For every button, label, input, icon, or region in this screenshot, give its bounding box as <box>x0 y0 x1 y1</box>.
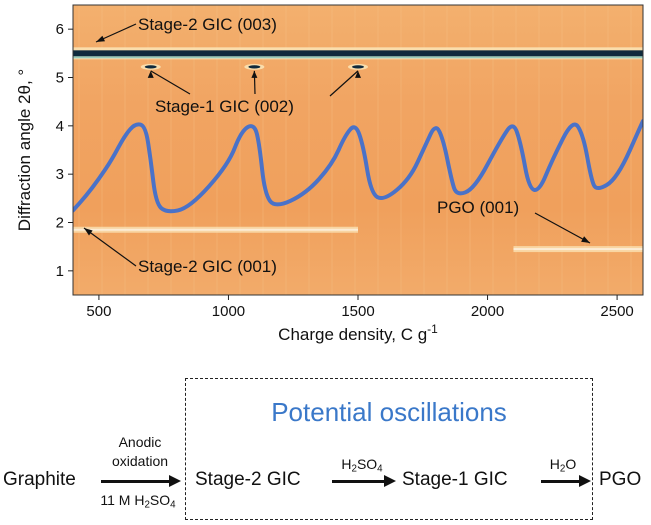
reaction-scheme: Potential oscillations Graphite Anodic o… <box>0 360 651 525</box>
step1-label-mid: oxidation <box>111 453 169 469</box>
x-tick-label: 1000 <box>212 303 245 320</box>
y-tick-label: 1 <box>56 263 64 280</box>
spot-1 <box>248 65 261 69</box>
arrow-3 <box>541 475 591 487</box>
step1-label-top: Anodic <box>118 434 162 450</box>
potential-trace <box>73 119 643 214</box>
node-graphite: Graphite <box>3 469 76 490</box>
x-tick-label: 500 <box>86 303 111 320</box>
arrow-2 <box>332 475 396 487</box>
arrow-1 <box>101 475 181 487</box>
xrd-chart: 500 1000 1500 2000 2500 1 2 3 4 5 6 Charge density,… <box>15 4 644 344</box>
annotation-arrowhead-1-0 <box>147 70 154 78</box>
annotation-label-3: Stage-2 GIC (001) <box>138 257 277 276</box>
step1-label-bottom: 11 M H2SO4 <box>100 492 176 511</box>
band-edge-0 <box>73 56 643 59</box>
axes: 500 1000 1500 2000 2500 1 2 3 4 5 6 Charge density,… <box>15 4 644 344</box>
heatmap-layer <box>73 5 643 295</box>
node-pgo: PGO <box>599 469 642 490</box>
annotation-label-0: Stage-2 GIC (003) <box>138 15 277 34</box>
node-stage1-gic: Stage-1 GIC <box>402 469 508 490</box>
plot-area <box>73 5 643 295</box>
y-tick-label: 5 <box>56 70 64 87</box>
annotation-arrowhead-1-1 <box>251 70 258 78</box>
x-tick-label: 1500 <box>341 303 374 320</box>
node-stage2-gic: Stage-2 GIC <box>195 469 301 490</box>
annotation-arrowhead-1-2 <box>355 70 361 78</box>
annotations: Stage-2 GIC (003) Stage-1 GIC (002) PGO (0… <box>83 15 591 276</box>
x-axis-title: Charge density, C g-1 <box>278 322 438 344</box>
potential-oscillations-box: Potential oscillations <box>185 378 593 520</box>
box-title: Potential oscillations <box>271 397 507 427</box>
annotation-arrow-1-2 <box>329 70 359 97</box>
annotation-label-2: PGO (001) <box>437 198 519 217</box>
annotation-arrowhead-0 <box>96 35 105 42</box>
annotation-arrow-1-0 <box>150 70 191 95</box>
y-tick-label: 2 <box>56 215 64 232</box>
y-axis-title: Diffraction angle 2θ, ° <box>15 69 34 231</box>
x-tick-label: 2500 <box>600 303 633 320</box>
band-0 <box>73 50 643 57</box>
annotation-arrow-2 <box>534 212 591 244</box>
x-tick-label: 2000 <box>471 303 504 320</box>
step3-label: H2O <box>549 456 577 475</box>
annotation-arrowhead-3 <box>84 228 93 236</box>
y-tick-label: 3 <box>56 166 64 183</box>
annotation-label-1: Stage-1 GIC (002) <box>155 97 294 116</box>
annotation-arrow-3 <box>83 227 137 267</box>
band-core-1 <box>73 228 358 231</box>
annotation-arrowhead-2 <box>581 236 590 243</box>
y-tick-label: 4 <box>56 118 64 135</box>
spot-0 <box>144 65 157 69</box>
step2-label: H2SO4 <box>341 456 383 475</box>
spot-2 <box>352 65 364 69</box>
y-tick-label: 6 <box>56 21 64 38</box>
band-core-2 <box>513 248 643 251</box>
